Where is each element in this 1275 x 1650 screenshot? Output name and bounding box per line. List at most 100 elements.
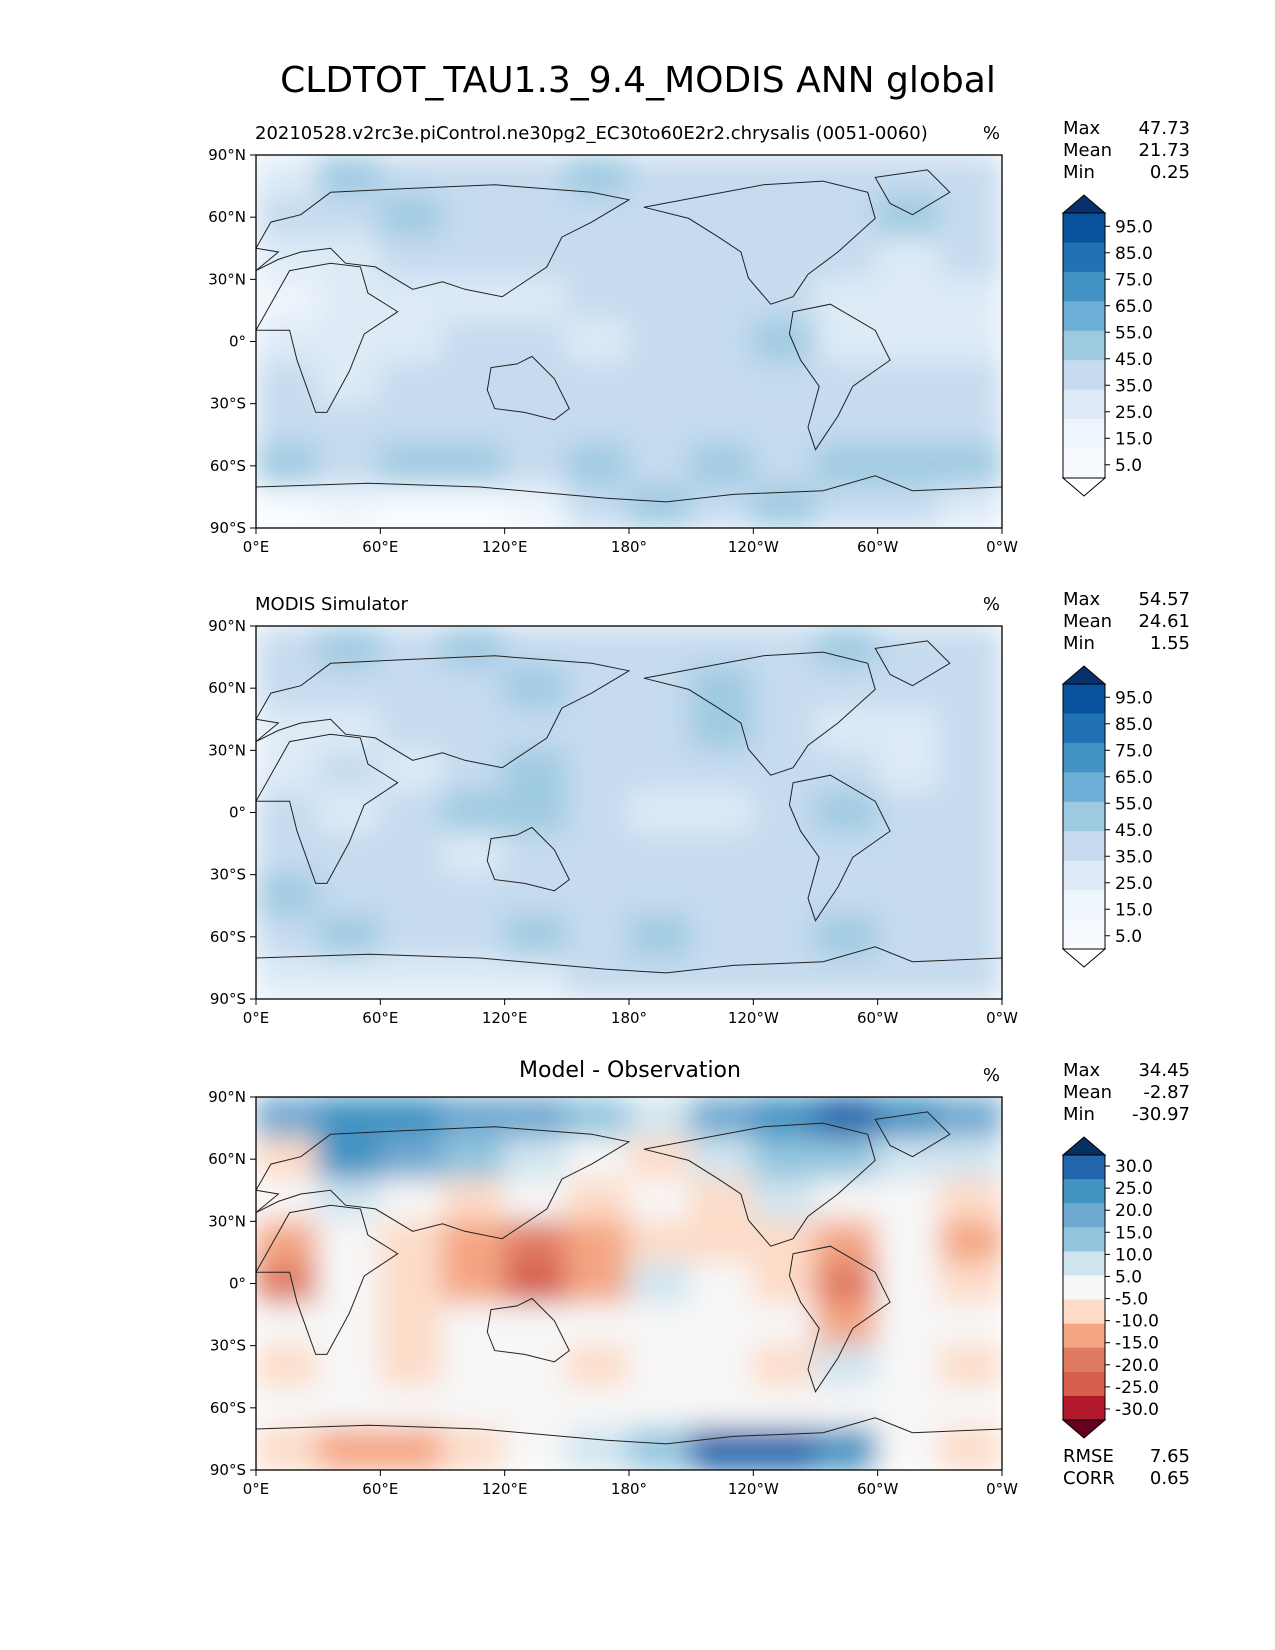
colorbar-segment [1063, 919, 1105, 950]
field-cell [814, 749, 879, 793]
field-cell [690, 956, 755, 999]
colorbar-tick-label: 85.0 [1115, 715, 1153, 735]
field-cell [256, 155, 320, 198]
map-area [256, 626, 1002, 999]
field-cell [752, 1386, 817, 1430]
map-field [256, 626, 1002, 999]
colorbar-tick-label: 85.0 [1115, 244, 1153, 264]
field-cell [256, 361, 320, 405]
field-cell [503, 749, 568, 793]
field-cell [876, 1344, 941, 1389]
y-tick-label: 0° [229, 1275, 246, 1293]
field-cell [317, 1220, 382, 1264]
colorbar-segment [1063, 684, 1105, 714]
field-cell [876, 832, 941, 876]
field-cell [876, 444, 941, 488]
field-cell [441, 707, 506, 752]
colorbar-tick-label: 65.0 [1115, 768, 1153, 788]
map-field [256, 1097, 1002, 1470]
field-cell [938, 1303, 1002, 1347]
field-cell [876, 278, 941, 322]
field-cell [256, 1261, 320, 1306]
field-cell [441, 749, 506, 793]
field-cell [876, 873, 941, 918]
colorbar-segment [1063, 448, 1105, 479]
field-cell [876, 915, 941, 959]
colorbar-segment [1063, 801, 1105, 832]
y-tick-label: 90°S [210, 990, 246, 1008]
field-cell [565, 1386, 630, 1430]
x-tick-label: 120°W [728, 1009, 779, 1027]
y-tick-label: 0° [229, 333, 246, 351]
stat-max-label: Max [1063, 1060, 1101, 1081]
field-cell [503, 1427, 568, 1470]
colorbar-tick-label: 65.0 [1115, 297, 1153, 317]
field-cell [256, 1178, 320, 1223]
colorbar-segment [1063, 360, 1105, 391]
colorbar-segment [1063, 1347, 1105, 1373]
field-cell [565, 1427, 630, 1470]
field-cell [690, 195, 755, 239]
field-cell [565, 278, 630, 322]
field-cell [565, 707, 630, 752]
stat-max-label: Max [1063, 118, 1101, 139]
colorbar-tick-label: 45.0 [1115, 821, 1153, 841]
stat-max-label: Max [1063, 589, 1101, 610]
field-cell [752, 444, 817, 488]
field-cell [317, 873, 382, 918]
field-cell [317, 485, 382, 528]
field-cell [938, 707, 1002, 752]
field-cell [503, 319, 568, 364]
field-cell [876, 1427, 941, 1470]
field-cell [565, 873, 630, 918]
field-cell [503, 1344, 568, 1389]
field-cell [379, 707, 444, 752]
field-cell [256, 915, 320, 959]
field-cell [565, 1303, 630, 1347]
field-cell [256, 195, 320, 239]
field-cell [317, 1137, 382, 1181]
field-cell [379, 236, 444, 281]
figure-title: CLDTOT_TAU1.3_9.4_MODIS ANN global [280, 60, 996, 101]
field-cell [256, 319, 320, 364]
coastline [256, 262, 399, 413]
coastline [874, 169, 951, 216]
field-cell [690, 1303, 755, 1347]
field-cell [565, 1261, 630, 1306]
field-cell [317, 402, 382, 447]
field-cell [814, 1261, 879, 1306]
colorbar-segment [1063, 772, 1105, 803]
field-cell [379, 790, 444, 835]
field-cell [379, 749, 444, 793]
field-cell [876, 666, 941, 710]
colorbar-segment [1063, 301, 1105, 332]
colorbar-tick-label: -10.0 [1115, 1312, 1159, 1332]
field-cell [752, 626, 817, 669]
field-cell [628, 1427, 693, 1470]
colorbar-segment [1063, 213, 1105, 243]
field-cell [690, 1220, 755, 1264]
colorbar-tick-label: 15.0 [1115, 1223, 1153, 1243]
field-cell [379, 1220, 444, 1264]
field-cell [876, 790, 941, 835]
y-tick-label: 30°S [210, 866, 246, 884]
field-cell [814, 1303, 879, 1347]
field-cell [379, 626, 444, 669]
coastline [874, 1111, 951, 1158]
field-cell [256, 1097, 320, 1140]
stat-min-label: Min [1063, 1104, 1095, 1125]
field-cell [565, 1178, 630, 1223]
field-cell [752, 319, 817, 364]
stat-mean-value: -2.87 [1143, 1082, 1190, 1103]
field-cell [814, 485, 879, 528]
field-cell [690, 1386, 755, 1430]
field-cell [938, 1386, 1002, 1430]
field-cell [256, 832, 320, 876]
field-cell [876, 1386, 941, 1430]
field-cell [256, 278, 320, 322]
field-cell [814, 402, 879, 447]
stat-min-label: Min [1063, 162, 1095, 183]
field-cell [752, 236, 817, 281]
colorbar-tick-label: 75.0 [1115, 270, 1153, 290]
field-cell [503, 790, 568, 835]
